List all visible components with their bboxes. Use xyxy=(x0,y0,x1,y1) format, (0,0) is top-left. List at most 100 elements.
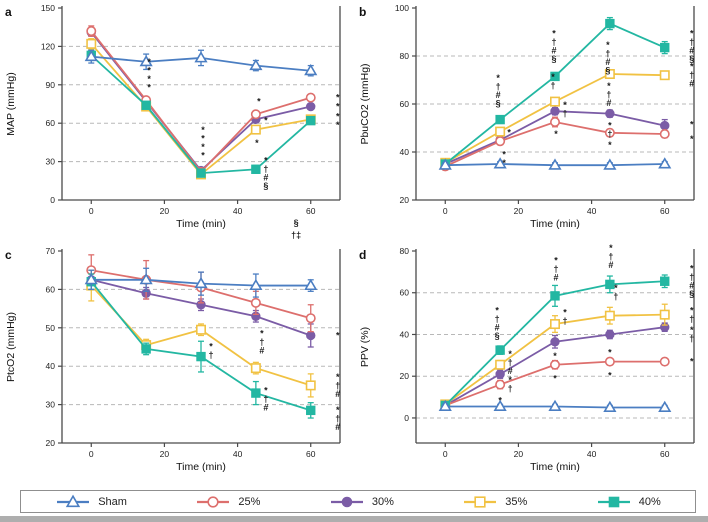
panel-b-pbuco2: 20 40 60 80 100 0 20 40 60 Time (min) PbuCO2 (mmHg… xyxy=(354,0,708,243)
svg-text:*†#: * † # xyxy=(259,328,264,355)
chart-a-svg: 0 30 60 90 120 150 0 20 40 60 Time (min) MAP (mmHg)… xyxy=(5,3,341,240)
svg-text:*†#§: * † # § xyxy=(689,29,694,65)
legend-item-40pct: 40% xyxy=(596,494,661,510)
svg-text:*: * xyxy=(264,115,268,125)
svg-text:Time (min): Time (min) xyxy=(176,461,226,473)
svg-text:*: * xyxy=(608,140,612,150)
svg-text:*: * xyxy=(336,102,340,112)
svg-text:120: 120 xyxy=(41,41,55,51)
svg-text:40: 40 xyxy=(587,449,597,459)
svg-text:*: * xyxy=(690,134,694,144)
svg-text:*†: * † xyxy=(562,308,567,327)
svg-text:*†: * † xyxy=(550,72,555,91)
svg-text:§†‡: § †‡ xyxy=(291,218,301,240)
legend-item-sham: Sham xyxy=(55,494,127,510)
legend-label: 35% xyxy=(505,495,528,508)
svg-text:d: d xyxy=(359,248,366,262)
svg-text:MAP (mmHg): MAP (mmHg) xyxy=(5,72,17,135)
svg-text:**: * * xyxy=(336,111,340,130)
open-square-marker-icon xyxy=(462,494,498,510)
svg-text:40: 40 xyxy=(46,361,56,371)
svg-text:40: 40 xyxy=(233,206,243,216)
svg-text:*†: * † xyxy=(208,341,213,360)
svg-text:60: 60 xyxy=(660,449,670,459)
svg-text:**: * * xyxy=(502,149,506,168)
svg-text:*†: * † xyxy=(689,325,694,344)
filled-circle-marker-icon xyxy=(329,494,365,510)
svg-text:*†#: * † # xyxy=(335,372,340,399)
svg-text:PPV (%): PPV (%) xyxy=(359,327,371,367)
svg-text:40: 40 xyxy=(400,329,410,339)
svg-text:*: * xyxy=(257,97,261,107)
svg-text:****: * * * * xyxy=(147,57,151,93)
svg-text:0: 0 xyxy=(89,449,94,459)
legend-label: 40% xyxy=(638,495,661,508)
svg-text:*†#: * † # xyxy=(689,62,694,89)
svg-text:70: 70 xyxy=(46,246,56,256)
svg-text:90: 90 xyxy=(46,80,56,90)
sham-triangle-marker-icon xyxy=(55,494,91,510)
svg-text:*†: * † xyxy=(689,305,694,324)
svg-text:*: * xyxy=(553,374,557,384)
svg-text:*†: * † xyxy=(508,375,513,394)
svg-text:40: 40 xyxy=(400,147,410,157)
legend-label: 25% xyxy=(238,495,261,508)
svg-text:0: 0 xyxy=(50,195,55,205)
svg-text:40: 40 xyxy=(587,206,597,216)
svg-text:*: * xyxy=(608,371,612,381)
svg-text:*: * xyxy=(507,128,511,138)
svg-text:0: 0 xyxy=(443,449,448,459)
legend-label: Sham xyxy=(98,495,127,508)
svg-text:80: 80 xyxy=(400,51,410,61)
svg-text:*†#: * † # xyxy=(553,256,558,283)
svg-text:*†: * † xyxy=(562,100,567,119)
svg-text:20: 20 xyxy=(514,449,524,459)
svg-text:*†: * † xyxy=(613,283,618,302)
svg-text:*: * xyxy=(608,347,612,357)
svg-text:PtcO2 (mmHg): PtcO2 (mmHg) xyxy=(5,312,17,382)
svg-text:c: c xyxy=(5,248,12,262)
svg-text:*: * xyxy=(498,396,502,406)
svg-text:60: 60 xyxy=(660,206,670,216)
svg-text:20: 20 xyxy=(160,206,170,216)
legend-item-30pct: 30% xyxy=(329,494,394,510)
svg-text:50: 50 xyxy=(46,323,56,333)
svg-text:*: * xyxy=(553,351,557,361)
svg-text:*†#§: * † # § xyxy=(495,305,500,341)
svg-text:*†#: * † # xyxy=(335,405,340,432)
svg-text:Time (min): Time (min) xyxy=(530,461,580,473)
svg-text:*: * xyxy=(336,93,340,103)
svg-text:0: 0 xyxy=(89,206,94,216)
svg-text:60: 60 xyxy=(400,288,410,298)
svg-text:*†#§: * † # § xyxy=(496,73,501,109)
svg-text:60: 60 xyxy=(306,206,316,216)
svg-text:a: a xyxy=(5,5,12,19)
chart-d-svg: 0 20 40 60 80 0 20 40 60 Time (min) PPV (%) d * † # § * †… xyxy=(359,243,695,473)
svg-text:Time (min): Time (min) xyxy=(530,218,580,230)
figure-panels: 0 30 60 90 120 150 0 20 40 60 Time (min) MAP (mmHg)… xyxy=(5,0,708,473)
svg-text:*: * xyxy=(336,330,340,340)
svg-text:*†#: * † # xyxy=(508,349,513,376)
svg-text:20: 20 xyxy=(46,438,56,448)
svg-text:60: 60 xyxy=(306,449,316,459)
legend-item-35pct: 35% xyxy=(462,494,527,510)
svg-text:PbuCO2 (mmHg): PbuCO2 (mmHg) xyxy=(359,63,371,144)
svg-text:****: * * * * xyxy=(201,125,205,161)
svg-text:150: 150 xyxy=(41,3,55,13)
svg-text:*†#: * † # xyxy=(606,81,611,108)
svg-text:*†#§: * † # § xyxy=(551,29,556,64)
svg-text:*: * xyxy=(554,129,558,139)
svg-text:*: * xyxy=(690,357,694,367)
svg-text:*: * xyxy=(255,138,259,148)
svg-text:40: 40 xyxy=(233,449,243,459)
svg-text:0: 0 xyxy=(443,206,448,216)
svg-text:20: 20 xyxy=(400,371,410,381)
legend-item-25pct: 25% xyxy=(195,494,260,510)
svg-text:30: 30 xyxy=(46,157,56,167)
svg-text:60: 60 xyxy=(46,118,56,128)
svg-text:*†: * † xyxy=(607,121,612,140)
svg-text:*: * xyxy=(690,119,694,129)
legend: Sham 25% 30% 35% 40% xyxy=(20,490,696,513)
svg-text:*†#§: * † # § xyxy=(263,156,268,192)
svg-text:*†#: * † # xyxy=(608,243,613,270)
